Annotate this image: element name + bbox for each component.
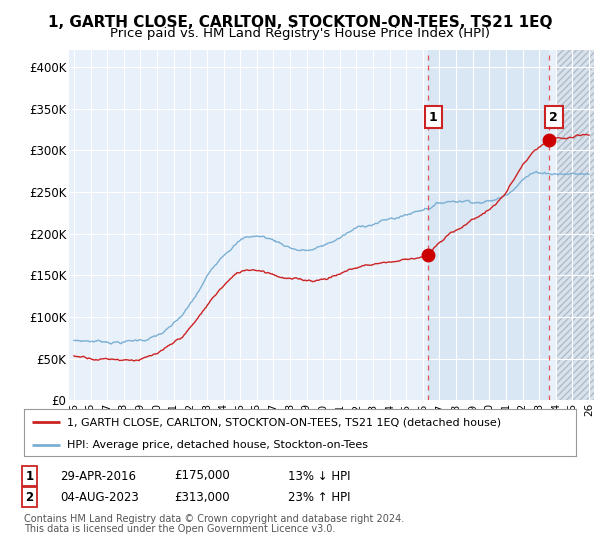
Bar — [556, 50, 594, 400]
Text: 1, GARTH CLOSE, CARLTON, STOCKTON-ON-TEES, TS21 1EQ (detached house): 1, GARTH CLOSE, CARLTON, STOCKTON-ON-TEE… — [67, 417, 501, 427]
Text: 1: 1 — [25, 469, 34, 483]
Bar — [428, 50, 549, 400]
Text: This data is licensed under the Open Government Licence v3.0.: This data is licensed under the Open Gov… — [24, 524, 335, 534]
Text: 29-APR-2016: 29-APR-2016 — [60, 469, 136, 483]
Text: £313,000: £313,000 — [174, 491, 230, 504]
Text: 23% ↑ HPI: 23% ↑ HPI — [288, 491, 350, 504]
Text: 1: 1 — [429, 110, 438, 124]
Text: 2: 2 — [25, 491, 34, 504]
Text: 13% ↓ HPI: 13% ↓ HPI — [288, 469, 350, 483]
Text: Price paid vs. HM Land Registry's House Price Index (HPI): Price paid vs. HM Land Registry's House … — [110, 27, 490, 40]
Text: 1, GARTH CLOSE, CARLTON, STOCKTON-ON-TEES, TS21 1EQ: 1, GARTH CLOSE, CARLTON, STOCKTON-ON-TEE… — [48, 15, 552, 30]
Text: 2: 2 — [550, 110, 558, 124]
Text: 04-AUG-2023: 04-AUG-2023 — [60, 491, 139, 504]
Bar — [556, 50, 594, 400]
Text: HPI: Average price, detached house, Stockton-on-Tees: HPI: Average price, detached house, Stoc… — [67, 440, 368, 450]
Text: £175,000: £175,000 — [174, 469, 230, 483]
Text: Contains HM Land Registry data © Crown copyright and database right 2024.: Contains HM Land Registry data © Crown c… — [24, 514, 404, 524]
